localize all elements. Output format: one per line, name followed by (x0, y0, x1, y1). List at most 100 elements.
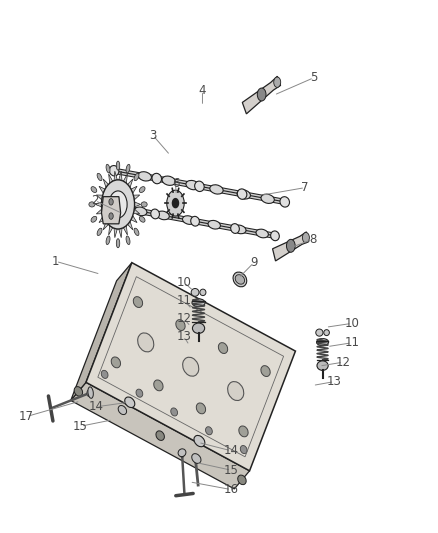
Ellipse shape (91, 216, 97, 222)
Ellipse shape (157, 211, 169, 220)
Circle shape (109, 199, 113, 205)
Ellipse shape (134, 173, 139, 181)
Ellipse shape (192, 323, 205, 334)
Ellipse shape (88, 387, 93, 398)
Polygon shape (242, 76, 281, 114)
Ellipse shape (138, 172, 152, 181)
Ellipse shape (316, 329, 323, 336)
Ellipse shape (219, 343, 228, 353)
Ellipse shape (178, 449, 186, 457)
Ellipse shape (126, 236, 130, 245)
Ellipse shape (317, 338, 328, 346)
Polygon shape (119, 171, 122, 181)
Circle shape (257, 88, 266, 101)
Ellipse shape (134, 207, 147, 216)
Ellipse shape (116, 239, 120, 248)
Text: 8: 8 (309, 233, 316, 246)
Ellipse shape (133, 297, 143, 308)
Ellipse shape (176, 320, 185, 330)
Ellipse shape (106, 164, 110, 173)
Ellipse shape (89, 202, 95, 207)
Polygon shape (96, 195, 102, 200)
Polygon shape (124, 225, 127, 235)
Ellipse shape (194, 435, 205, 447)
Ellipse shape (261, 366, 270, 376)
Ellipse shape (208, 221, 220, 229)
Text: 10: 10 (177, 276, 191, 289)
Polygon shape (71, 382, 250, 489)
Ellipse shape (74, 386, 83, 396)
Ellipse shape (134, 228, 139, 236)
Ellipse shape (116, 161, 120, 170)
Polygon shape (131, 186, 137, 193)
Polygon shape (272, 232, 309, 261)
Text: 12: 12 (177, 312, 192, 325)
Text: 11: 11 (177, 294, 192, 307)
Ellipse shape (154, 380, 163, 391)
Polygon shape (103, 179, 109, 188)
Ellipse shape (194, 181, 204, 191)
Ellipse shape (171, 408, 177, 416)
Ellipse shape (126, 164, 130, 173)
Ellipse shape (239, 426, 248, 437)
Polygon shape (114, 228, 117, 238)
Ellipse shape (192, 454, 201, 464)
Ellipse shape (228, 382, 244, 400)
Ellipse shape (280, 197, 290, 207)
Polygon shape (95, 202, 102, 207)
Ellipse shape (101, 370, 108, 378)
Ellipse shape (97, 173, 102, 181)
Ellipse shape (139, 216, 145, 222)
Ellipse shape (139, 187, 145, 192)
Ellipse shape (141, 202, 147, 207)
Ellipse shape (136, 389, 143, 397)
Ellipse shape (152, 173, 162, 184)
Ellipse shape (240, 446, 247, 454)
Text: 16: 16 (224, 483, 239, 496)
Text: 12: 12 (336, 356, 350, 369)
Ellipse shape (97, 228, 102, 236)
Ellipse shape (183, 216, 195, 224)
Polygon shape (114, 171, 117, 181)
Circle shape (109, 213, 113, 219)
Ellipse shape (156, 431, 164, 440)
Ellipse shape (233, 225, 246, 234)
Ellipse shape (231, 224, 239, 233)
Ellipse shape (91, 187, 97, 192)
Polygon shape (86, 263, 296, 471)
Ellipse shape (271, 231, 279, 241)
Ellipse shape (317, 361, 328, 370)
Ellipse shape (191, 216, 199, 226)
Ellipse shape (324, 329, 329, 336)
Text: 9: 9 (250, 256, 258, 269)
Polygon shape (124, 174, 127, 183)
Ellipse shape (186, 181, 199, 190)
Ellipse shape (180, 452, 184, 457)
Ellipse shape (162, 176, 175, 185)
Ellipse shape (110, 166, 119, 176)
Text: 11: 11 (344, 336, 359, 349)
Text: 7: 7 (301, 181, 309, 194)
Circle shape (274, 77, 281, 87)
Ellipse shape (237, 189, 247, 199)
Ellipse shape (191, 288, 199, 296)
Polygon shape (109, 174, 113, 183)
Text: 1: 1 (52, 255, 60, 268)
Text: 5: 5 (310, 71, 318, 84)
Polygon shape (127, 221, 133, 230)
Ellipse shape (200, 289, 206, 296)
Polygon shape (103, 221, 109, 230)
Text: 3: 3 (149, 129, 156, 142)
Polygon shape (109, 225, 113, 235)
Text: 2: 2 (91, 194, 99, 207)
Polygon shape (127, 179, 133, 188)
Text: 13: 13 (177, 330, 191, 343)
Text: 6: 6 (172, 177, 179, 190)
Polygon shape (99, 186, 105, 193)
Text: 17: 17 (19, 410, 34, 423)
Text: 15: 15 (73, 419, 88, 433)
Ellipse shape (183, 357, 199, 376)
Polygon shape (133, 195, 140, 200)
Ellipse shape (118, 406, 127, 415)
Ellipse shape (138, 333, 154, 352)
